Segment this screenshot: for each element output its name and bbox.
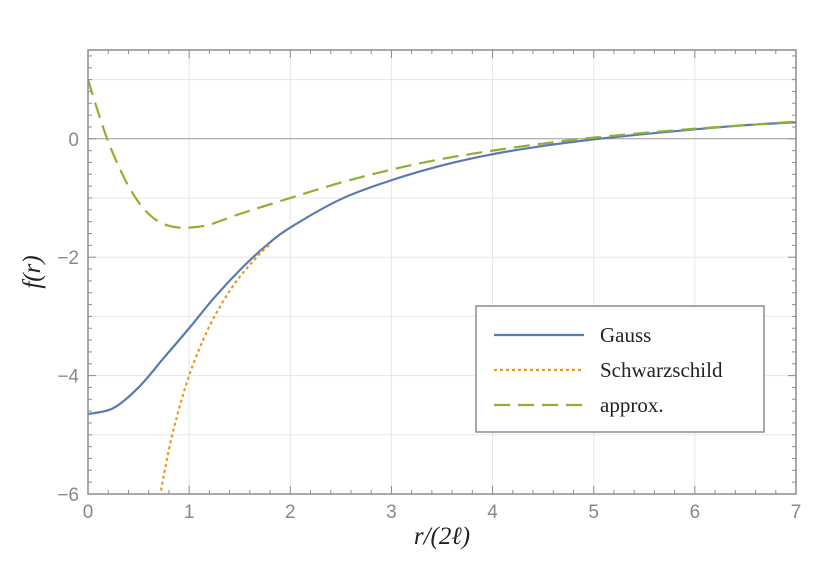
x-tick-label: 5 (588, 502, 599, 523)
x-tick-label: 3 (386, 502, 397, 523)
x-tick-label: 7 (791, 502, 802, 523)
series-layer (88, 79, 796, 494)
plot-frame (87, 49, 797, 495)
legend-box (475, 305, 765, 433)
series-schwarzschild-line (159, 243, 271, 494)
series-gauss-line (88, 121, 796, 416)
series-approx-line (88, 79, 796, 229)
x-axis-label: r/(2ℓ) (414, 523, 470, 550)
y-tick-label: −4 (57, 367, 79, 388)
x-tick-label: 1 (184, 502, 195, 523)
x-tick-label: 4 (487, 502, 498, 523)
tick-labels: 0 1 2 3 4 5 6 7 −6 −4 −2 0 (57, 130, 801, 523)
x-tick-label: 2 (285, 502, 296, 523)
grid (88, 50, 796, 494)
x-tick-label: 0 (83, 502, 94, 523)
y-tick-label: −6 (57, 485, 79, 506)
legend-label: approx. (600, 393, 664, 417)
y-tick-label: 0 (68, 130, 79, 151)
x-tick-label: 6 (690, 502, 701, 523)
y-axis-label: f(r) (19, 255, 46, 288)
y-tick-label: −2 (57, 248, 79, 269)
legend: Gauss Schwarzschild approx. (475, 305, 765, 433)
ticks (87, 50, 797, 495)
legend-label: Gauss (600, 323, 651, 347)
legend-label: Schwarzschild (600, 358, 723, 382)
